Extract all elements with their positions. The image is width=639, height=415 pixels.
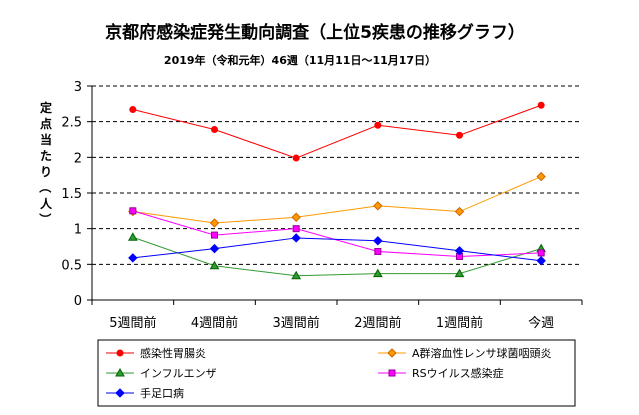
series-line <box>132 237 542 262</box>
data-point <box>129 207 137 215</box>
legend-label: インフルエンザ <box>140 367 217 380</box>
y-axis-label-char: 当 <box>40 132 52 147</box>
data-point <box>454 268 465 278</box>
legend-label: 感染性胃腸炎 <box>140 346 206 360</box>
y-tick-label: 1 <box>74 223 82 238</box>
y-axis-label-char: 定 <box>40 100 52 115</box>
series-line <box>132 104 542 159</box>
data-point <box>209 260 220 270</box>
data-point <box>537 101 545 109</box>
y-axis-ticks: 0 0.5 1 1.5 2 2.5 3 <box>61 80 92 309</box>
gridlines <box>92 85 582 265</box>
data-point <box>127 232 138 241</box>
x-axis-ticks: 5週間前 4週間前 3週間前 2週間前 1週間前 今週 <box>91 300 583 331</box>
y-axis-label-char: ） <box>38 213 53 225</box>
series-1 <box>129 101 545 162</box>
legend-item: 感染性胃腸炎 <box>106 346 206 360</box>
y-axis-label-char: り <box>40 165 52 179</box>
data-point <box>374 121 382 129</box>
legend-label: RSウイルス感染症 <box>412 366 504 380</box>
legend-marker <box>387 348 397 358</box>
data-point <box>373 201 383 211</box>
x-tick-label: 4週間前 <box>191 315 238 331</box>
data-point <box>537 249 545 257</box>
y-tick-label: 3 <box>74 80 82 95</box>
legend-box <box>97 339 576 407</box>
legend-label: 手足口病 <box>140 386 184 400</box>
series-4 <box>129 207 545 260</box>
plot-area <box>127 101 547 280</box>
chart-subtitle: 2019年（令和元年）46週（11月11日～11月17日） <box>164 53 436 67</box>
legend-item: 手足口病 <box>106 386 184 400</box>
data-point <box>373 236 383 246</box>
series-5 <box>128 233 546 266</box>
y-tick-label: 2 <box>74 151 82 166</box>
data-point <box>129 106 137 114</box>
data-point <box>209 218 220 228</box>
data-point <box>454 206 465 217</box>
data-point <box>456 131 463 139</box>
series-3 <box>127 232 547 280</box>
y-axis-label-char: 人 <box>40 196 53 211</box>
legend-item: RSウイルス感染症 <box>378 366 504 380</box>
x-tick-label: 3週間前 <box>273 315 320 331</box>
series-2 <box>128 171 546 228</box>
legend-marker <box>115 388 125 398</box>
chart-title: 京都府感染症発生動向調査（上位5疾患の推移グラフ） <box>105 22 525 43</box>
series-line <box>132 236 542 277</box>
data-point <box>291 212 301 222</box>
data-point <box>128 253 138 263</box>
data-point <box>454 246 465 256</box>
data-point <box>291 233 301 243</box>
data-point <box>211 231 218 239</box>
legend-marker <box>388 369 396 377</box>
legend-marker <box>115 367 125 377</box>
y-tick-label: 1.5 <box>61 187 82 202</box>
data-point <box>292 225 300 233</box>
data-point <box>536 256 546 266</box>
y-axis-label-char: （ <box>38 181 53 193</box>
x-tick-label: 1週間前 <box>436 315 483 331</box>
legend-marker <box>116 349 124 357</box>
data-point <box>292 154 300 162</box>
series-line <box>132 176 542 224</box>
legend-item: インフルエンザ <box>106 367 217 380</box>
y-tick-label: 0 <box>74 294 82 309</box>
y-tick-label: 0.5 <box>61 258 82 273</box>
data-point <box>374 247 382 255</box>
x-tick-label: 今週 <box>528 315 554 331</box>
data-point <box>536 171 546 182</box>
data-point <box>209 243 220 254</box>
data-point <box>291 270 302 280</box>
series-line <box>132 210 542 257</box>
data-point <box>211 126 218 134</box>
x-tick-label: 5週間前 <box>109 315 156 331</box>
y-axis-label-char: た <box>40 149 52 163</box>
legend-label: A群溶血性レンサ球菌咽頭炎 <box>412 346 552 360</box>
x-tick-label: 2週間前 <box>354 315 401 331</box>
y-tick-label: 2.5 <box>61 116 82 131</box>
data-point <box>372 268 383 278</box>
legend-item: A群溶血性レンサ球菌咽頭炎 <box>378 346 552 360</box>
y-axis-label-char: 点 <box>40 116 52 131</box>
